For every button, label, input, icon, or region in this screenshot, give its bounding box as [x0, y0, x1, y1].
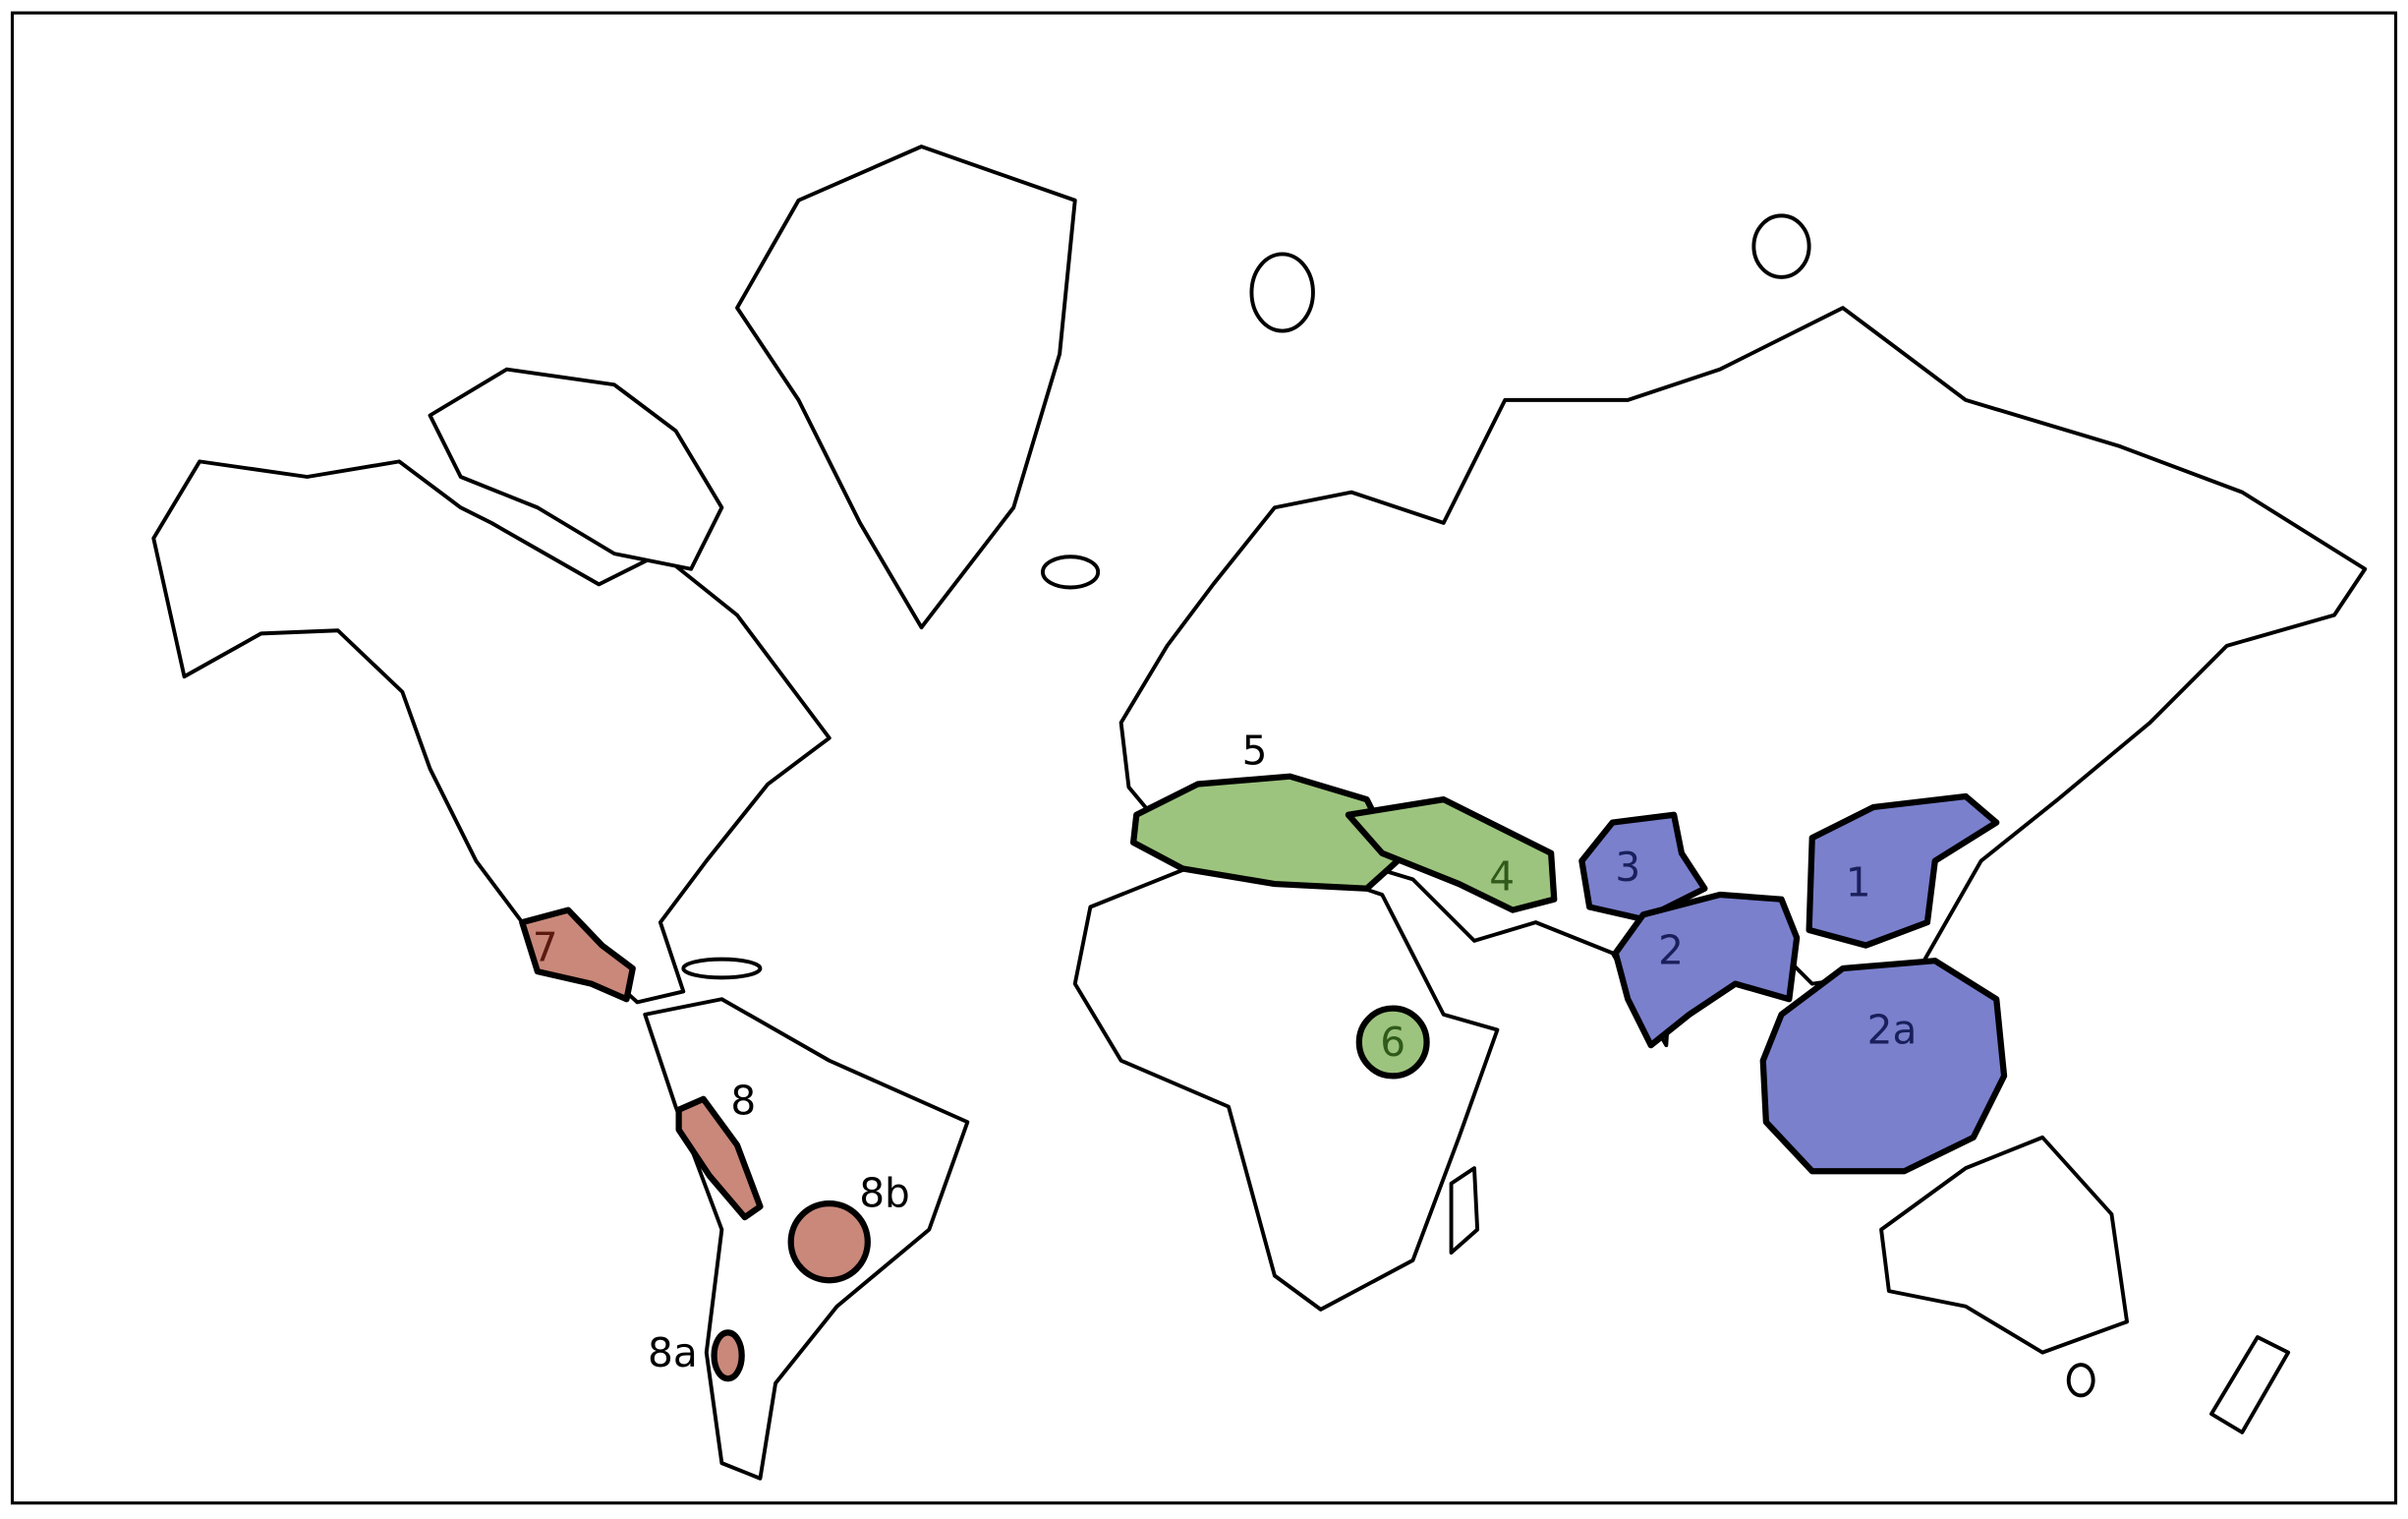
region-2a — [1759, 958, 2008, 1175]
new-zealand — [2209, 1335, 2291, 1434]
region-label: 3 — [1615, 844, 1640, 891]
region-8 — [675, 1095, 764, 1221]
region-label: 4 — [1489, 852, 1515, 900]
region-label: 8b — [859, 1169, 910, 1216]
region-label: 7 — [533, 923, 558, 970]
region-8a — [711, 1329, 745, 1382]
madagascar — [1449, 1166, 1480, 1256]
australia — [1879, 1135, 2130, 1355]
region-5 — [1130, 773, 1401, 892]
region-8b — [787, 1199, 871, 1284]
region-label: 1 — [1846, 859, 1871, 906]
tasmania — [2066, 1363, 2095, 1398]
region-label: 2 — [1658, 926, 1684, 973]
frame — [10, 11, 2398, 1505]
africa — [1072, 861, 1500, 1312]
region-2 — [1612, 891, 1801, 1049]
iceland — [1040, 555, 1101, 590]
arctic-islands — [428, 367, 724, 571]
region-1 — [1806, 792, 2000, 949]
regions — [519, 773, 2008, 1382]
region-label: 8a — [648, 1329, 698, 1376]
region-label: 2a — [1867, 1007, 1918, 1054]
region-3 — [1578, 811, 1708, 923]
region-label: 5 — [1242, 727, 1268, 774]
region-7 — [519, 906, 636, 1003]
north-america — [151, 459, 831, 1005]
labels: 1 2 2a 3 4 5 6 7 8 8a 8b — [533, 727, 1918, 1375]
region-6 — [1355, 1005, 1430, 1080]
region-label: 6 — [1380, 1019, 1405, 1066]
region-label: 8 — [730, 1078, 756, 1125]
greenland — [735, 145, 1077, 630]
caribbean — [681, 957, 763, 980]
siberian-islands — [1751, 213, 1811, 279]
region-4 — [1345, 796, 1558, 913]
svalbard — [1249, 252, 1315, 333]
